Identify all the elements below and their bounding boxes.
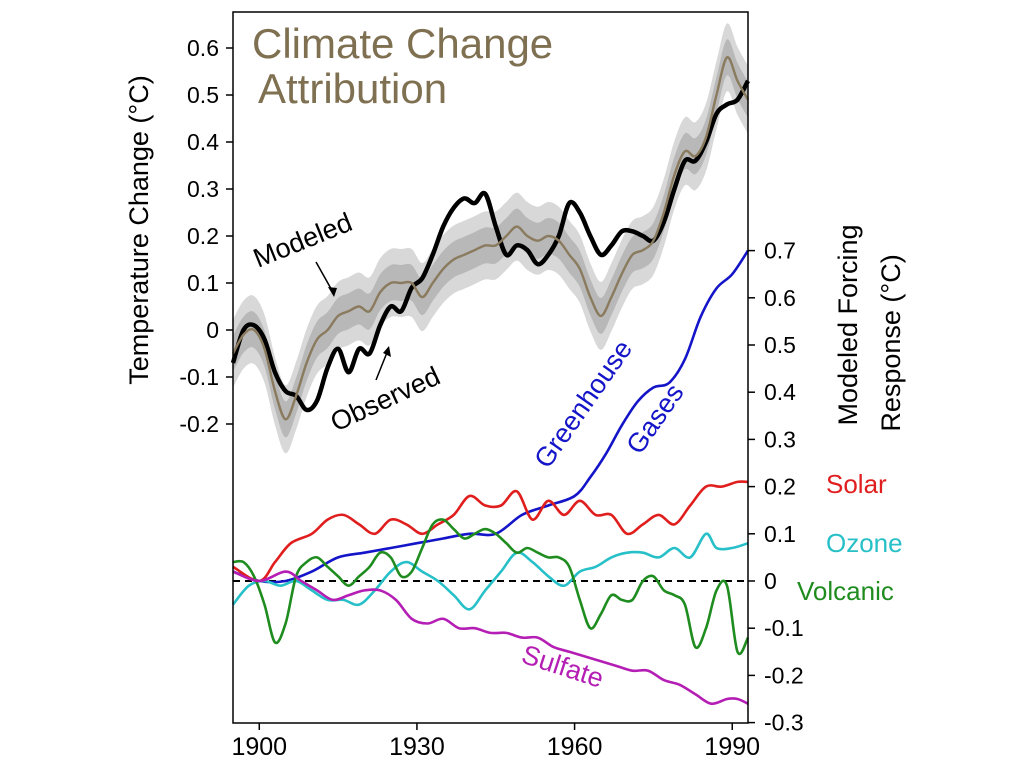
modeled-band-inner bbox=[233, 39, 748, 438]
ozone-label: Ozone bbox=[826, 528, 903, 558]
observed-temperature-line bbox=[230, 79, 750, 413]
left-tick-label: 0.2 bbox=[187, 223, 219, 249]
chart-subtitle: Attribution bbox=[258, 65, 447, 112]
left-axis: -0.2 -0.1 0 0.1 0.2 0.3 0.4 0.5 0.6 bbox=[179, 35, 233, 437]
volcanic-line bbox=[232, 518, 750, 656]
plot-frame bbox=[232, 11, 749, 724]
left-tick-label: -0.2 bbox=[179, 411, 219, 437]
observed-arrow bbox=[375, 349, 389, 381]
right-axis-label-line1: Modeled Forcing bbox=[833, 224, 863, 425]
solar-label: Solar bbox=[826, 469, 887, 499]
forcing-series-layer bbox=[231, 249, 750, 706]
solar-line bbox=[232, 480, 749, 583]
modeled-arrowhead bbox=[328, 287, 337, 297]
observed-annotation: Observed bbox=[326, 361, 445, 438]
modeled-annotation: Modeled bbox=[249, 207, 356, 274]
x-axis: 1900 1930 1960 1990 bbox=[231, 723, 760, 761]
left-tick-label: -0.1 bbox=[179, 364, 219, 390]
sulfate-line bbox=[232, 570, 749, 706]
left-tick-label: 0.4 bbox=[187, 129, 219, 155]
ozone-line bbox=[231, 532, 749, 611]
greenhouse-label-line2: Gases bbox=[620, 378, 689, 459]
right-tick-label: -0.2 bbox=[764, 662, 804, 688]
chart-title: Climate Change bbox=[252, 20, 553, 67]
left-tick-label: 0 bbox=[206, 317, 219, 343]
right-axis: -0.3 -0.2 -0.1 0 0.1 0.2 0.3 0.4 0.5 0.6 0.7 bbox=[748, 238, 804, 736]
modeled-temperature-line bbox=[231, 56, 750, 421]
right-tick-label: 0.2 bbox=[764, 474, 796, 500]
right-tick-label: 0.5 bbox=[764, 332, 796, 358]
left-axis-label: Temperature Change (°C) bbox=[124, 75, 154, 384]
right-tick-label: 0 bbox=[764, 568, 777, 594]
right-tick-label: 0.4 bbox=[764, 379, 796, 405]
left-tick-label: 0.6 bbox=[187, 35, 219, 61]
volcanic-label: Volcanic bbox=[797, 576, 894, 606]
left-tick-label: 0.3 bbox=[187, 176, 219, 202]
temperature-series-layer bbox=[230, 56, 750, 421]
right-tick-label: 0.7 bbox=[764, 238, 796, 264]
right-tick-label: -0.3 bbox=[764, 710, 804, 736]
right-axis-label-line2: Response (°C) bbox=[876, 254, 906, 431]
greenhouse-label-line1: Greenhouse bbox=[528, 335, 638, 474]
observed-arrowhead bbox=[383, 346, 391, 357]
modeled-uncertainty-bands bbox=[233, 23, 748, 454]
x-tick-label: 1930 bbox=[389, 733, 445, 761]
right-tick-label: 0.1 bbox=[764, 521, 796, 547]
right-tick-label: 0.3 bbox=[764, 426, 796, 452]
left-tick-label: 0.5 bbox=[187, 82, 219, 108]
x-tick-label: 1900 bbox=[231, 733, 287, 761]
x-tick-label: 1990 bbox=[704, 733, 760, 761]
left-tick-label: 0.1 bbox=[187, 270, 219, 296]
right-tick-label: -0.1 bbox=[764, 615, 804, 641]
right-tick-label: 0.6 bbox=[764, 285, 796, 311]
sulfate-label: Sulfate bbox=[518, 639, 607, 694]
x-tick-label: 1960 bbox=[547, 733, 603, 761]
greenhouse-gases-line bbox=[232, 249, 750, 584]
